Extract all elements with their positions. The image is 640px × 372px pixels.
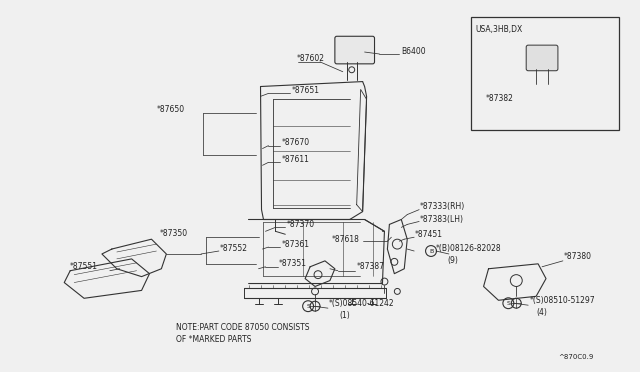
Text: *87651: *87651 — [291, 86, 319, 95]
Text: *87451: *87451 — [415, 230, 443, 239]
Text: *87333(RH): *87333(RH) — [420, 202, 465, 211]
Text: *(S)08510-51297: *(S)08510-51297 — [530, 296, 596, 305]
Text: *87350: *87350 — [159, 229, 188, 238]
Text: *87670: *87670 — [282, 138, 310, 147]
Text: *(B)08126-82028: *(B)08126-82028 — [436, 244, 502, 253]
Text: ^870C0.9: ^870C0.9 — [558, 355, 593, 360]
Text: (1): (1) — [340, 311, 351, 320]
Text: *87351: *87351 — [278, 259, 307, 268]
Text: USA,3HB,DX: USA,3HB,DX — [476, 25, 523, 34]
Text: (4): (4) — [536, 308, 547, 317]
Text: NOTE:PART CODE 87050 CONSISTS: NOTE:PART CODE 87050 CONSISTS — [176, 323, 310, 332]
FancyBboxPatch shape — [526, 45, 558, 71]
FancyBboxPatch shape — [335, 36, 374, 64]
Text: *87551: *87551 — [70, 262, 98, 271]
Text: *(S)08540-61242: *(S)08540-61242 — [329, 299, 394, 308]
Text: B: B — [429, 248, 433, 253]
Text: *87361: *87361 — [282, 240, 309, 248]
Text: S: S — [306, 304, 310, 309]
Text: *87618: *87618 — [332, 235, 360, 244]
Text: S: S — [506, 301, 510, 306]
Text: *87602: *87602 — [297, 54, 325, 64]
Bar — [470, 17, 620, 130]
Text: B6400: B6400 — [401, 46, 426, 55]
Text: *87370: *87370 — [286, 220, 314, 229]
Text: *87383(LH): *87383(LH) — [420, 215, 464, 224]
Text: *87611: *87611 — [282, 155, 309, 164]
Text: *87380: *87380 — [564, 253, 592, 262]
Text: OF *MARKED PARTS: OF *MARKED PARTS — [176, 335, 252, 344]
Text: *87387: *87387 — [356, 262, 385, 271]
Text: *87382: *87382 — [486, 94, 513, 103]
Text: *87552: *87552 — [220, 244, 248, 253]
Text: *87650: *87650 — [156, 105, 184, 114]
Text: (9): (9) — [447, 256, 458, 265]
